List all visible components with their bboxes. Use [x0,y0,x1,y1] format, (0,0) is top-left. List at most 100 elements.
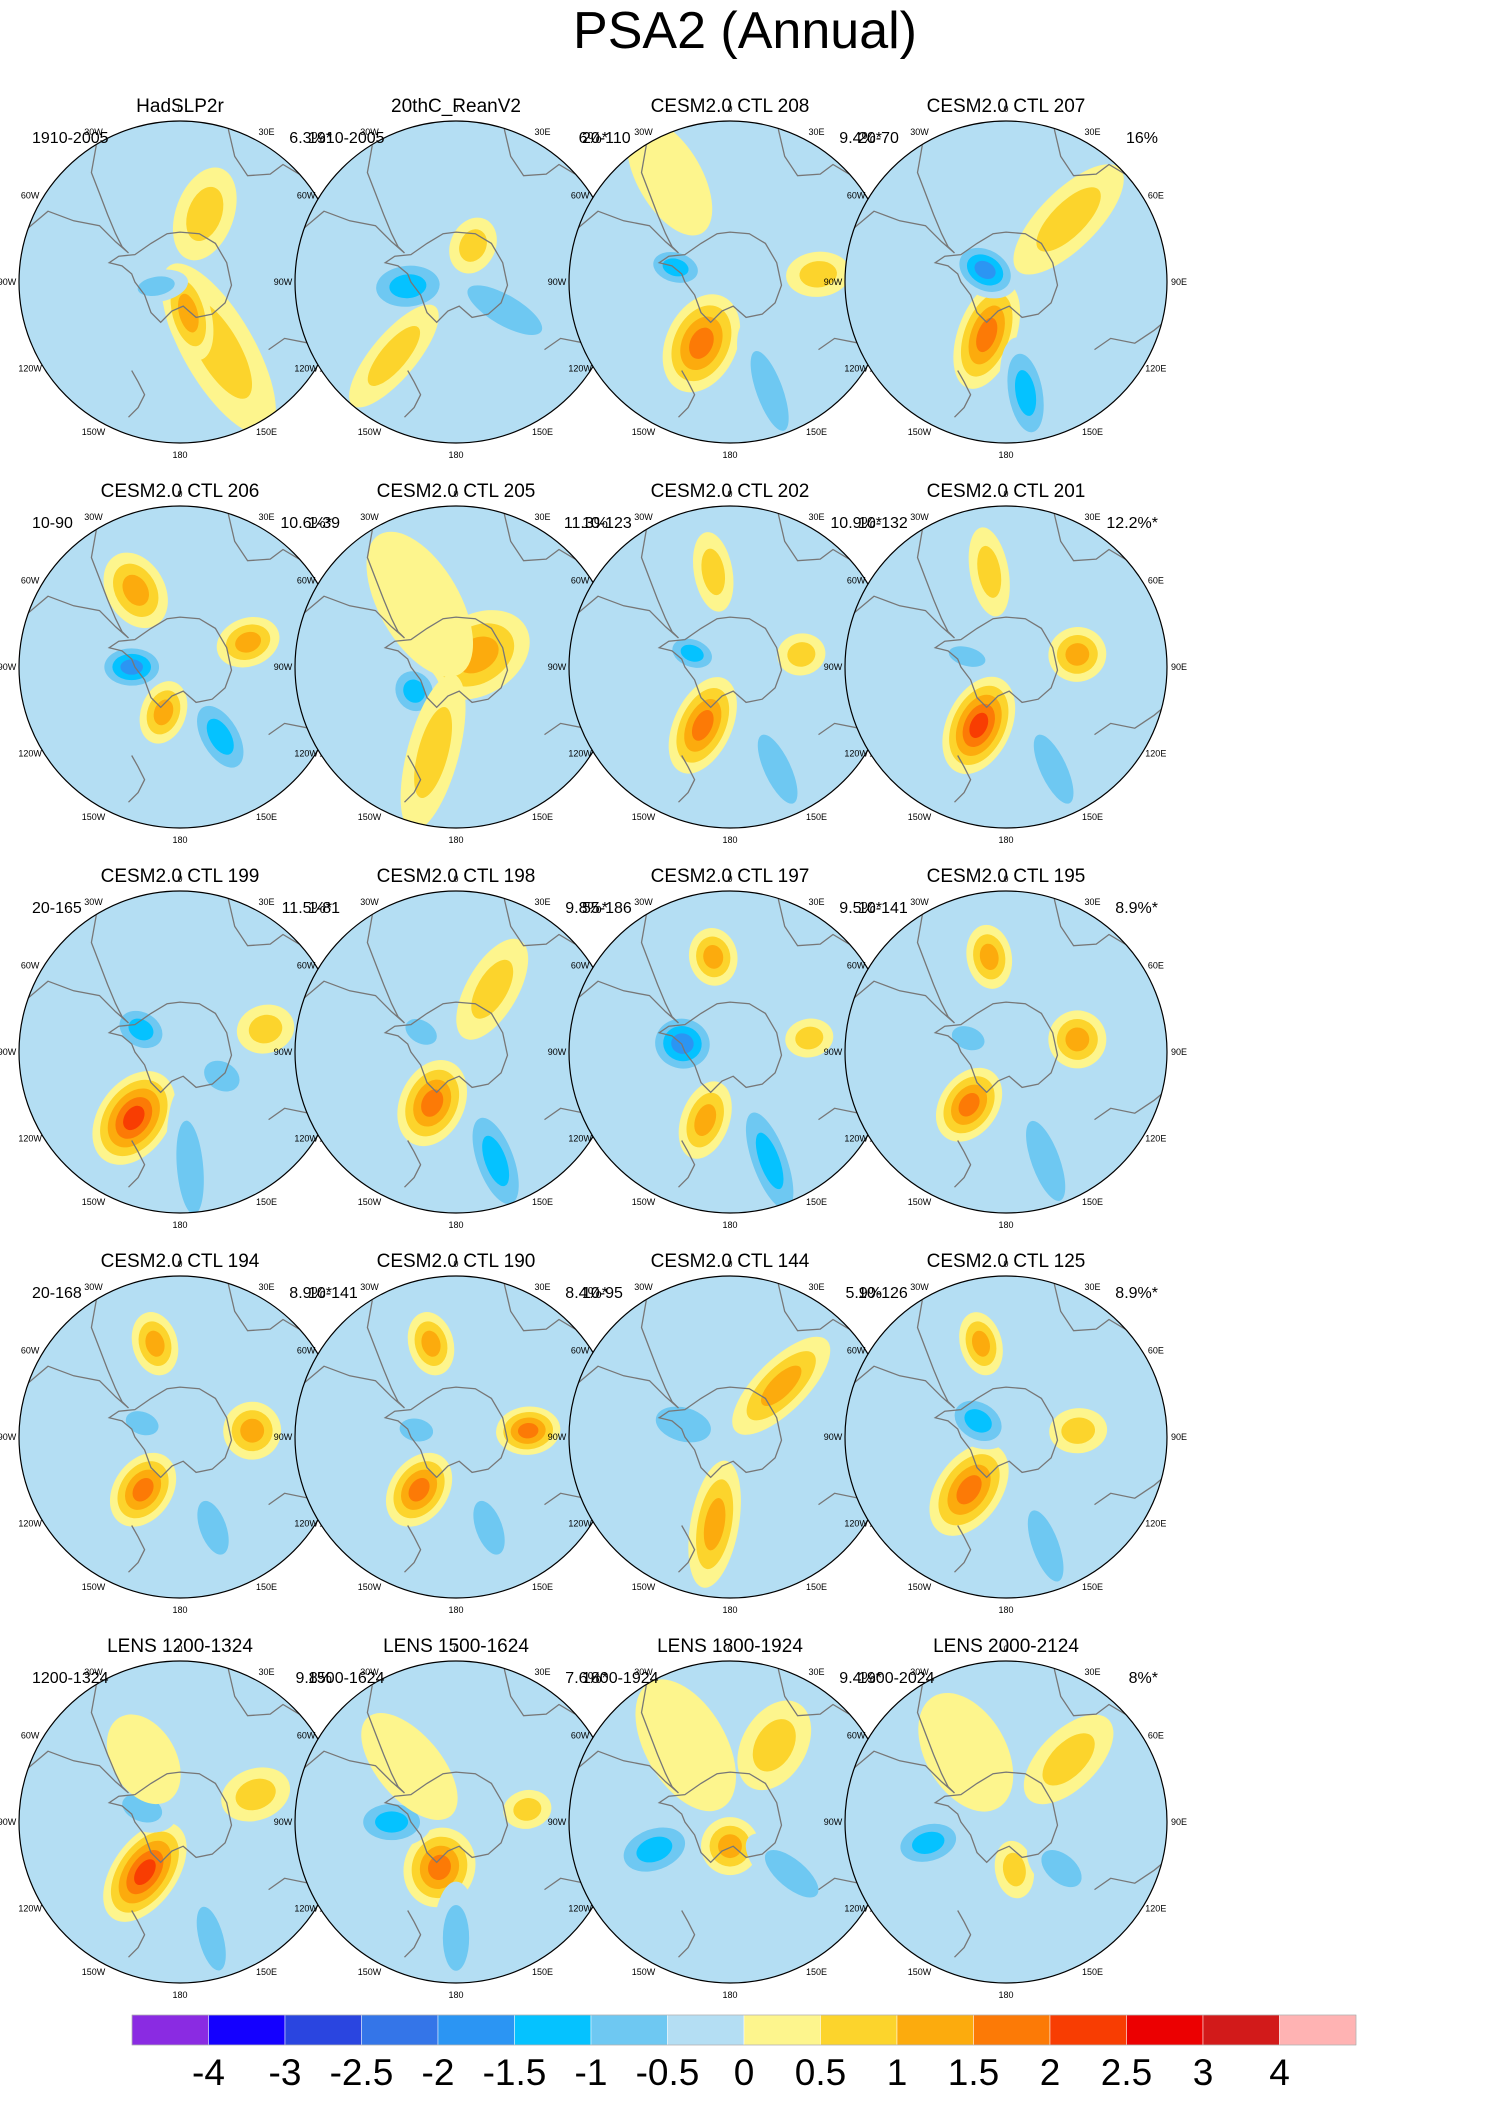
antarctica-coastline [657,1386,783,1479]
longitude-label: 180 [172,1605,187,1615]
longitude-label: 60E [1148,1346,1164,1356]
anomaly-blob-4-level-2 [701,548,726,596]
south-america-coastline [852,145,955,254]
longitude-label: 90E [1171,662,1187,672]
longitude-label: 180 [722,1990,737,2000]
africa-coastline [1053,1283,1126,1332]
field-background [569,506,891,828]
longitude-label: 180 [998,1220,1013,1230]
longitude-label: 180 [172,1990,187,2000]
panel-years: 10-95 [582,1285,623,1302]
anomaly-blob-1-level-3 [389,274,427,299]
antarctica-coastline [657,1001,783,1094]
longitude-label: 120W [294,364,318,374]
longitude-label: 90E [1171,1432,1187,1442]
contour-field [295,506,617,828]
longitude-label: 180 [998,835,1013,845]
longitude-label: 0 [727,104,732,114]
antarctica-coastline [933,616,1059,709]
longitude-label: 180 [722,450,737,460]
anomaly-blob-5-level-2 [1033,734,1074,804]
anomaly-blob-1-level-4 [408,1478,430,1502]
new-zealand-coastline [678,1140,696,1188]
contour-field [295,891,617,1213]
longitude-label: 30W [634,1667,653,1677]
panel-years: 10-132 [858,515,908,532]
colorbar-swatch [131,2014,209,2046]
longitude-label: 180 [722,1605,737,1615]
longitude-label: 60W [297,576,316,586]
panel-years: 10-90 [32,515,73,532]
longitude-label: 30E [808,897,824,907]
anomaly-blob-3-level-2 [977,545,1002,598]
longitude-label: 180 [172,1220,187,1230]
panel-16: 0 30E 60E 90E 120E 150E 180 150W 120W 90W 60W 30W CE… [824,1251,1187,1615]
longitude-label: 0 [727,1259,732,1269]
longitude-label: 30W [84,127,103,137]
new-zealand-coastline [128,1140,146,1188]
anomaly-blob-2-level-3 [662,258,689,277]
panel-variance: 11.5%* [282,900,332,917]
colorbar-tick-label: 0 [734,2052,755,2093]
anomaly-blob-3-level-3 [979,943,999,971]
antarctica-coastline [107,1386,233,1479]
anomaly-blob-1-level-5 [123,1105,145,1131]
longitude-label: 30W [360,897,379,907]
anomaly-blob-4-level-2 [513,1798,542,1821]
longitude-label: 120W [568,1134,592,1144]
anomaly-blob-2-level-3 [694,1104,717,1137]
panel-12: 0 30E 60E 90E 120E 150E 180 150W 120W 90W 60W 30W CE… [824,866,1187,1230]
colorbar-swatch [820,2014,898,2046]
anomaly-blob-1-level-3 [122,574,149,606]
south-america-coastline [852,1300,955,1409]
panel-variance: 9.8%* [565,900,608,917]
australia-coastline [1094,1861,1165,1891]
longitude-label: 90W [824,1432,843,1442]
longitude-label: 150E [256,1582,277,1592]
panel-variance: 9.4%* [839,130,882,147]
longitude-label: 150W [908,1967,932,1977]
panel-title: CESM2.0 CTL 208 [651,96,810,117]
colorbar-tick-label: 4 [1269,2052,1290,2093]
colorbar-tick-label: -1 [575,2052,608,2093]
panel-years: 1-39 [308,515,340,532]
anomaly-blob-4-level-3 [703,944,724,969]
longitude-label: 60E [1148,1731,1164,1741]
field-background [295,1276,617,1598]
contour-field [19,891,341,1213]
panel-variance: 10.6%* [280,515,332,532]
panel-title: CESM2.0 CTL 195 [927,866,1086,887]
new-zealand-coastline [404,1910,422,1958]
contour-field [569,891,891,1213]
antarctica-coastline [107,1771,233,1864]
longitude-label: 30E [808,512,824,522]
longitude-label: 0 [177,1259,182,1269]
panel-title: CESM2.0 CTL 207 [927,96,1086,117]
panel-title: HadSLP2r [136,96,224,117]
longitude-label: 60W [21,1731,40,1741]
longitude-label: 30W [84,1667,103,1677]
anomaly-blob-2-level-4 [974,260,996,279]
longitude-label: 0 [1003,104,1008,114]
colorbar-swatch [514,2014,592,2046]
anomaly-blob-5-level-2 [399,1418,434,1442]
longitude-label: 150W [908,1197,932,1207]
panel-years: 10-123 [582,515,632,532]
longitude-label: 120W [844,1519,868,1529]
longitude-label: 120W [294,1134,318,1144]
longitude-label: 30E [258,127,274,137]
colorbar-tick-label: 1 [887,2052,908,2093]
anomaly-blob-1-level-4 [421,1089,444,1117]
longitude-label: 150E [1082,427,1103,437]
panel-years: 1500-1624 [308,1670,385,1687]
panel-years: 20-70 [858,130,899,147]
longitude-label: 60E [1148,191,1164,201]
antarctica-coastline [657,1771,783,1864]
longitude-label: 120E [1145,749,1166,759]
colorbar-swatch [1049,2014,1127,2046]
panel-title: LENS 1500-1624 [383,1636,529,1657]
anomaly-blob-1-level-4 [428,1854,451,1881]
longitude-label: 30W [634,1282,653,1292]
anomaly-blob-2-level-3 [145,1330,165,1357]
panel-15: 030E60E90E120E150E180150W120W90W60W30WCE… [548,1251,911,1615]
